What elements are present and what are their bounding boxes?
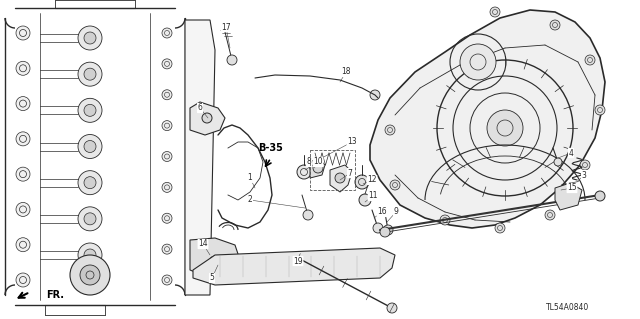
Text: 8: 8 bbox=[307, 158, 312, 167]
Text: 5: 5 bbox=[209, 273, 214, 283]
Circle shape bbox=[78, 171, 102, 195]
Circle shape bbox=[487, 110, 523, 146]
Circle shape bbox=[595, 191, 605, 201]
Polygon shape bbox=[193, 248, 395, 285]
Circle shape bbox=[16, 132, 30, 146]
Circle shape bbox=[78, 207, 102, 231]
Text: 9: 9 bbox=[394, 207, 399, 217]
Circle shape bbox=[16, 238, 30, 252]
Circle shape bbox=[554, 158, 562, 166]
Circle shape bbox=[16, 97, 30, 111]
Circle shape bbox=[383, 225, 393, 235]
Circle shape bbox=[84, 104, 96, 116]
Circle shape bbox=[440, 215, 450, 225]
Circle shape bbox=[84, 32, 96, 44]
Circle shape bbox=[78, 26, 102, 50]
Circle shape bbox=[202, 113, 212, 123]
Circle shape bbox=[359, 194, 371, 206]
Text: 14: 14 bbox=[198, 240, 208, 249]
Circle shape bbox=[313, 163, 323, 173]
Circle shape bbox=[162, 213, 172, 223]
Circle shape bbox=[585, 55, 595, 65]
Circle shape bbox=[162, 90, 172, 100]
Text: 11: 11 bbox=[368, 191, 378, 201]
Polygon shape bbox=[310, 158, 325, 178]
Text: 19: 19 bbox=[293, 256, 303, 265]
Polygon shape bbox=[190, 238, 240, 280]
Circle shape bbox=[16, 273, 30, 287]
Circle shape bbox=[550, 20, 560, 30]
Circle shape bbox=[227, 55, 237, 65]
Text: 1: 1 bbox=[248, 174, 252, 182]
Circle shape bbox=[84, 249, 96, 261]
Circle shape bbox=[209, 256, 221, 268]
Circle shape bbox=[80, 265, 100, 285]
Text: B-35: B-35 bbox=[259, 143, 284, 153]
Polygon shape bbox=[370, 10, 605, 228]
Circle shape bbox=[16, 26, 30, 40]
Text: 4: 4 bbox=[568, 149, 573, 158]
Circle shape bbox=[387, 303, 397, 313]
Circle shape bbox=[162, 59, 172, 69]
Circle shape bbox=[595, 105, 605, 115]
Circle shape bbox=[84, 213, 96, 225]
Circle shape bbox=[162, 121, 172, 130]
Circle shape bbox=[545, 210, 555, 220]
Text: 3: 3 bbox=[582, 170, 586, 180]
Text: 16: 16 bbox=[377, 207, 387, 217]
Circle shape bbox=[78, 243, 102, 267]
Text: TL54A0840: TL54A0840 bbox=[547, 303, 589, 313]
Text: 17: 17 bbox=[221, 23, 231, 32]
Circle shape bbox=[162, 152, 172, 161]
Text: 7: 7 bbox=[348, 168, 353, 177]
Circle shape bbox=[297, 165, 311, 179]
Circle shape bbox=[78, 62, 102, 86]
Polygon shape bbox=[330, 165, 352, 192]
Circle shape bbox=[162, 244, 172, 254]
Text: 10: 10 bbox=[313, 158, 323, 167]
Circle shape bbox=[390, 180, 400, 190]
Circle shape bbox=[580, 160, 590, 170]
Circle shape bbox=[16, 61, 30, 75]
Circle shape bbox=[373, 223, 383, 233]
Circle shape bbox=[370, 90, 380, 100]
Circle shape bbox=[380, 227, 390, 237]
Circle shape bbox=[495, 223, 505, 233]
Polygon shape bbox=[190, 102, 225, 135]
Circle shape bbox=[84, 68, 96, 80]
Circle shape bbox=[490, 7, 500, 17]
Circle shape bbox=[460, 44, 496, 80]
Polygon shape bbox=[185, 20, 215, 295]
Text: 12: 12 bbox=[367, 175, 377, 184]
Text: 2: 2 bbox=[248, 196, 252, 204]
Text: 18: 18 bbox=[341, 68, 351, 77]
Circle shape bbox=[162, 182, 172, 192]
Circle shape bbox=[385, 125, 395, 135]
Circle shape bbox=[78, 135, 102, 159]
Text: 15: 15 bbox=[567, 183, 577, 192]
Text: FR.: FR. bbox=[46, 290, 64, 300]
Text: 6: 6 bbox=[198, 103, 202, 113]
Circle shape bbox=[355, 175, 369, 189]
Bar bbox=[310, 150, 355, 190]
Circle shape bbox=[335, 173, 345, 183]
Circle shape bbox=[162, 28, 172, 38]
Circle shape bbox=[84, 177, 96, 189]
Circle shape bbox=[16, 203, 30, 216]
Circle shape bbox=[16, 167, 30, 181]
Circle shape bbox=[78, 98, 102, 122]
Circle shape bbox=[162, 275, 172, 285]
Circle shape bbox=[303, 210, 313, 220]
Polygon shape bbox=[555, 183, 582, 210]
Text: 13: 13 bbox=[347, 137, 357, 146]
Circle shape bbox=[84, 140, 96, 152]
Circle shape bbox=[70, 255, 110, 295]
